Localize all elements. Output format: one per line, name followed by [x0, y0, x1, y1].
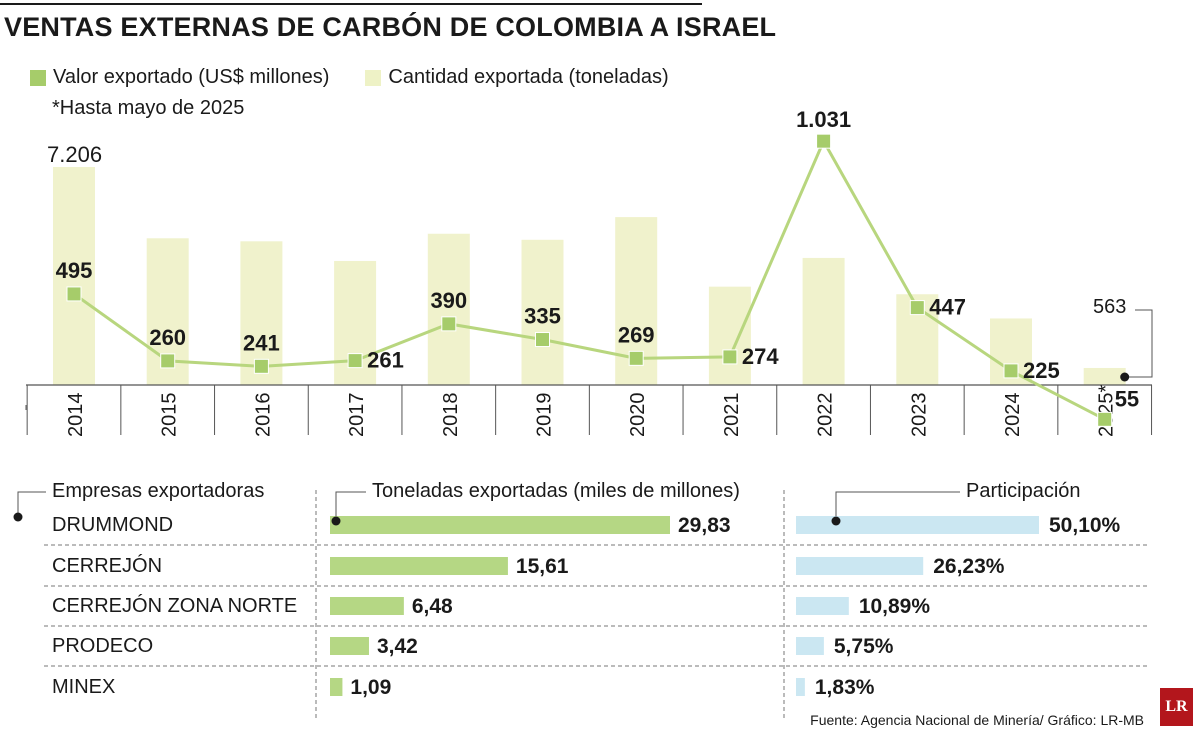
tons-label: 29,83 [678, 514, 731, 537]
tons-label: 3,42 [377, 635, 418, 658]
legend-item-value: Valor exportado (US$ millones) [30, 66, 329, 89]
share-label: 26,23% [933, 555, 1005, 578]
share-bar [796, 678, 805, 696]
legend-swatch-value [30, 69, 46, 86]
quantity-label: 563 [1093, 296, 1126, 318]
company-label: CERREJÓN [52, 555, 163, 577]
value-label: 261 [367, 348, 404, 373]
title-rule [0, 3, 702, 5]
value-marker [1003, 363, 1019, 379]
value-line [73, 137, 1106, 421]
share-bar [796, 516, 1039, 534]
value-label: 335 [524, 304, 561, 329]
value-label: 1.031 [796, 107, 851, 132]
value-marker [160, 353, 176, 369]
col-header-share: Participación [966, 480, 1081, 502]
source-note: Fuente: Agencia Nacional de Minería/ Grá… [810, 712, 1144, 728]
value-marker [441, 316, 457, 332]
col-header-tons: Toneladas exportadas (miles de millones) [372, 480, 740, 502]
header-bracket [335, 491, 366, 520]
quantity-label: 7.206 [47, 142, 102, 167]
tons-bar [330, 516, 670, 534]
value-label: 55 [1115, 386, 1139, 411]
tons-bar [330, 557, 508, 575]
quantity-bar [1083, 367, 1126, 385]
share-label: 1,83% [815, 676, 875, 699]
x-tick-label: 2018 [440, 393, 462, 438]
x-tick-label: 2022 [815, 393, 837, 438]
chart-title: VENTAS EXTERNAS DE CARBÓN DE COLOMBIA A … [4, 12, 777, 42]
share-label: 5,75% [834, 635, 894, 658]
tons-bar [330, 597, 404, 615]
tons-bar [330, 678, 343, 696]
share-bar [796, 557, 924, 575]
legend-swatch-quantity [365, 69, 382, 86]
value-marker [909, 300, 925, 316]
value-marker [66, 286, 82, 302]
x-tick-label: 2019 [534, 393, 556, 438]
value-marker [628, 350, 644, 366]
company-label: PRODECO [52, 635, 154, 657]
x-tick-label: 2021 [721, 393, 743, 438]
quantity-bar [521, 239, 564, 385]
value-label: 269 [618, 322, 655, 347]
value-label: 390 [430, 288, 467, 313]
header-dot [13, 512, 23, 522]
company-label: DRUMMOND [52, 514, 174, 536]
value-label: 241 [243, 330, 280, 355]
value-marker [535, 332, 550, 348]
callout-line [1124, 309, 1153, 378]
value-marker [253, 358, 269, 374]
x-tick-label: 2015 [159, 393, 181, 438]
value-label: 495 [56, 258, 93, 283]
value-marker [1097, 411, 1113, 427]
x-tick-label: 2017 [346, 393, 368, 438]
legend-item-quantity: Cantidad exportada (toneladas) [365, 66, 669, 89]
value-marker [347, 353, 363, 369]
tons-label: 1,09 [350, 676, 391, 699]
col-header-company: Empresas exportadoras [52, 480, 265, 502]
row-dot [831, 516, 841, 526]
value-label: 225 [1023, 358, 1060, 383]
x-tick-label: 2024 [1002, 393, 1024, 438]
value-marker [722, 349, 738, 365]
tons-label: 6,48 [412, 595, 453, 618]
header-bracket [17, 491, 46, 513]
lr-logo: LR [1160, 688, 1193, 726]
value-label: 260 [149, 325, 186, 350]
legend-label-quantity: Cantidad exportada (toneladas) [388, 66, 669, 88]
company-label: MINEX [52, 676, 116, 698]
callout-dot [1120, 372, 1130, 382]
legend-label-value: Valor exportado (US$ millones) [53, 66, 330, 88]
share-label: 50,10% [1049, 514, 1121, 537]
value-label: 447 [929, 295, 966, 320]
x-tick-label: 2023 [908, 393, 930, 438]
x-tick-label: 2014 [65, 393, 87, 438]
value-label: 274 [742, 344, 779, 369]
share-bar [796, 637, 824, 655]
header-bracket [835, 491, 960, 519]
tons-label: 15,61 [516, 555, 569, 578]
legend: Valor exportado (US$ millones) Cantidad … [30, 66, 705, 89]
company-label: CERREJÓN ZONA NORTE [52, 595, 298, 617]
share-bar [796, 597, 849, 615]
quantity-bar [802, 257, 845, 385]
x-tick-label: 2020 [627, 393, 649, 438]
value-marker [816, 133, 832, 149]
date-note: *Hasta mayo de 2025 [52, 97, 245, 119]
share-label: 10,89% [859, 595, 931, 618]
quantity-bar [427, 233, 470, 385]
row-dot [331, 516, 341, 526]
tons-bar [330, 637, 369, 655]
quantity-bar [708, 286, 751, 385]
quantity-bar [53, 167, 95, 385]
x-tick-label: 2016 [252, 393, 274, 438]
